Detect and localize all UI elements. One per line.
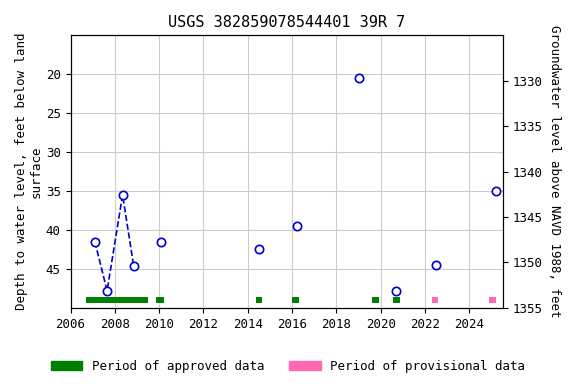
Bar — [393, 297, 400, 303]
Bar — [156, 297, 164, 303]
Title: USGS 382859078544401 39R 7: USGS 382859078544401 39R 7 — [168, 15, 406, 30]
Y-axis label: Depth to water level, feet below land
surface: Depth to water level, feet below land su… — [15, 33, 43, 310]
Bar — [432, 297, 438, 303]
Bar — [86, 297, 148, 303]
Y-axis label: Groundwater level above NAVD 1988, feet: Groundwater level above NAVD 1988, feet — [548, 25, 561, 318]
Legend: Period of approved data, Period of provisional data: Period of approved data, Period of provi… — [46, 355, 530, 378]
Bar — [490, 297, 496, 303]
Bar — [256, 297, 262, 303]
Bar — [292, 297, 299, 303]
Bar — [372, 297, 378, 303]
